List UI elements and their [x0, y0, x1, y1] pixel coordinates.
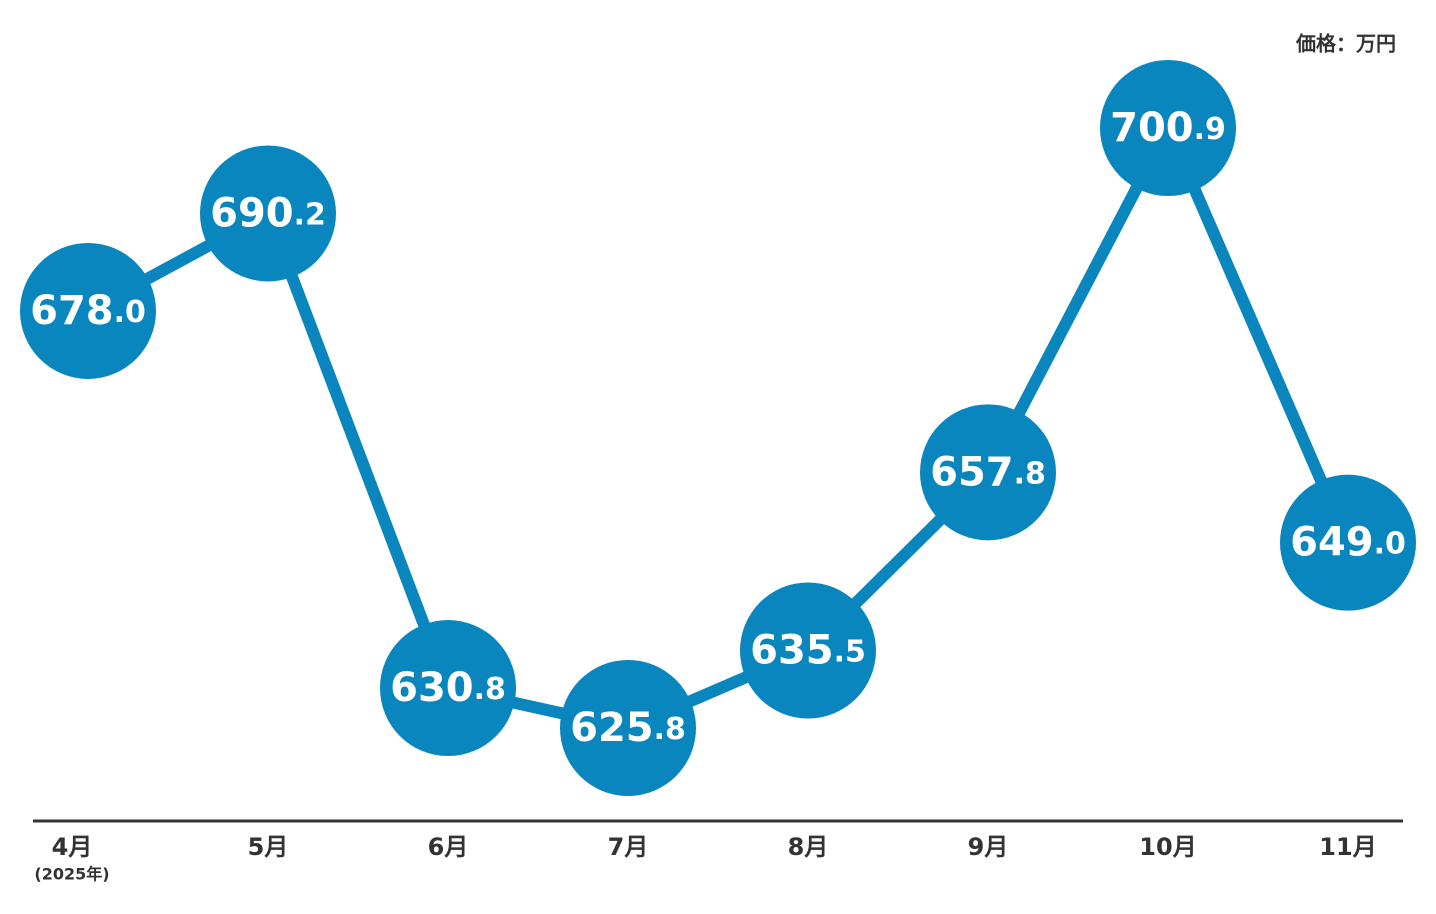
marker — [20, 242, 156, 379]
marker — [740, 582, 876, 719]
marker — [200, 145, 336, 282]
value-label: 657.8 — [930, 449, 1046, 495]
x-tick-label: 7月 — [608, 833, 649, 861]
x-tick-label: 5月 — [248, 833, 289, 861]
marker — [1100, 60, 1236, 196]
x-note: (2025年) — [34, 865, 109, 884]
unit-label: 価格：万円 — [1295, 32, 1396, 56]
marker — [920, 404, 1056, 541]
marker — [1280, 474, 1416, 611]
value-label: 690.2 — [210, 190, 326, 236]
value-label: 630.8 — [390, 665, 506, 711]
x-tick-label: 11月 — [1319, 833, 1376, 861]
marker — [380, 620, 516, 757]
value-label: 700.9 — [1110, 105, 1226, 151]
x-tick-label: 6月 — [428, 833, 469, 861]
value-label: 649.0 — [1290, 520, 1406, 566]
value-label: 678.0 — [30, 288, 146, 334]
value-label: 625.8 — [570, 705, 686, 751]
x-tick-label: 9月 — [968, 833, 1009, 861]
marker — [560, 660, 696, 796]
x-tick-label: 4月 — [52, 833, 93, 861]
x-tick-label: 10月 — [1139, 833, 1196, 861]
value-label: 635.5 — [750, 628, 866, 674]
x-tick-label: 8月 — [788, 833, 829, 861]
